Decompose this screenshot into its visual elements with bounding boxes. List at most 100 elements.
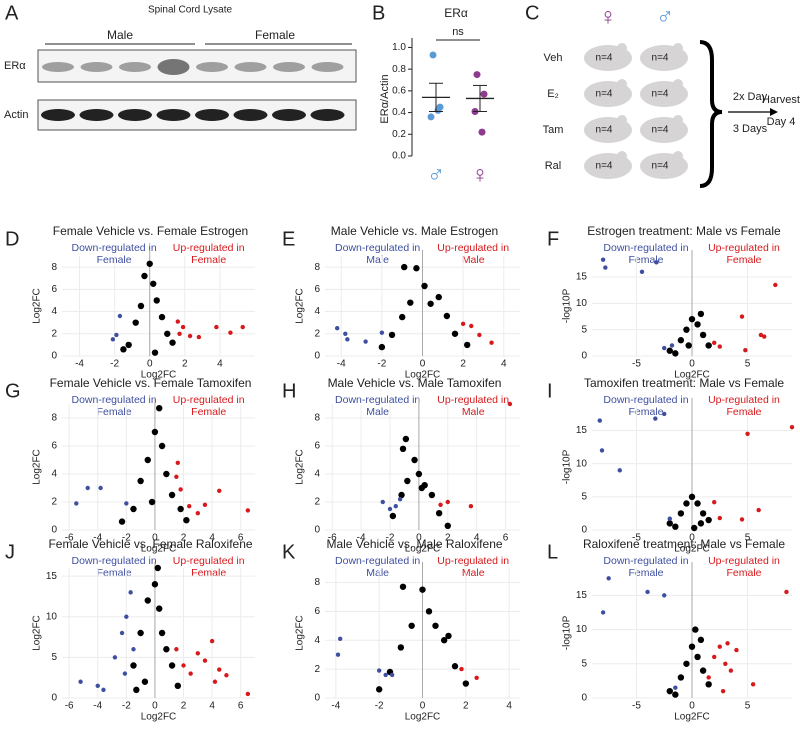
point	[154, 564, 161, 572]
point	[187, 504, 192, 509]
down-label: Down-regulated in	[72, 242, 157, 254]
x-tick-label: -5	[632, 701, 641, 712]
point	[177, 505, 184, 513]
point	[245, 508, 251, 513]
point	[673, 685, 678, 690]
point	[688, 643, 696, 650]
point	[151, 428, 159, 436]
down-label: Down-regulated in	[72, 555, 157, 567]
group-label: Male	[107, 28, 133, 42]
point	[669, 343, 675, 348]
y-tick-label: 2	[314, 664, 320, 675]
point	[137, 629, 144, 637]
group-row-label: Ral	[545, 160, 562, 172]
point	[712, 499, 717, 505]
point	[212, 679, 218, 684]
point	[654, 260, 659, 265]
point	[376, 668, 382, 673]
point	[240, 324, 245, 330]
y-tick-label: 6	[314, 606, 320, 617]
group-row-label: E₂	[547, 88, 559, 100]
band	[118, 109, 152, 121]
up-label: Up-regulated in	[708, 555, 780, 567]
point	[118, 518, 126, 525]
point	[599, 448, 605, 453]
point	[178, 487, 183, 492]
down-label: Female	[628, 406, 663, 418]
mouse-ear	[617, 115, 627, 125]
band	[80, 62, 113, 72]
outcome: Day 4	[767, 116, 796, 128]
band	[195, 109, 229, 121]
x-tick-label: -2	[375, 701, 384, 712]
bands	[41, 59, 345, 121]
point	[130, 505, 137, 513]
point	[202, 658, 208, 663]
mouse-ear	[673, 115, 683, 125]
down-label: Down-regulated in	[72, 394, 157, 406]
x-tick-label: -2	[386, 533, 395, 544]
point	[677, 674, 685, 681]
point	[697, 520, 705, 527]
x-tick-label: 6	[238, 533, 244, 544]
y-tick-label: 0	[581, 693, 587, 704]
point	[728, 668, 734, 673]
point	[389, 672, 395, 678]
point	[399, 445, 407, 452]
point	[363, 339, 368, 344]
y-tick-label: 8	[51, 413, 57, 424]
chart-title: Estrogen treatment: Male vs Female	[587, 224, 781, 238]
y-tick-label: 2	[51, 497, 57, 508]
point	[345, 337, 350, 342]
up-label: Up-regulated in	[437, 242, 509, 254]
row-label: Actin	[4, 109, 28, 121]
y-tick-label: 0	[51, 351, 57, 362]
panel-letter: K	[282, 541, 296, 563]
point	[477, 332, 482, 338]
y-tick-label: 6	[314, 441, 320, 452]
x-tick-label: 0	[689, 359, 695, 370]
point	[114, 332, 119, 338]
down-label: Male	[366, 254, 389, 266]
band	[157, 59, 190, 75]
point	[175, 460, 180, 465]
point	[645, 589, 650, 595]
x-tick-label: -4	[331, 701, 340, 712]
point	[337, 636, 343, 641]
x-tick-label: -4	[357, 533, 366, 544]
panel-letter: B	[372, 2, 385, 24]
point	[445, 499, 450, 505]
point	[399, 583, 407, 590]
group-row-label: Tam	[543, 124, 564, 136]
point	[124, 501, 129, 506]
schedule: 3 Days	[733, 123, 768, 135]
category-label: ♂	[427, 161, 445, 188]
point	[408, 622, 415, 629]
point	[245, 691, 251, 697]
point	[180, 324, 186, 330]
down-label: Male	[366, 406, 389, 418]
y-tick-label: 0.0	[392, 151, 406, 162]
point	[209, 638, 215, 644]
point	[380, 499, 385, 505]
x-tick-label: 2	[181, 533, 187, 544]
point	[169, 339, 176, 346]
y-tick-label: 6	[51, 441, 57, 452]
point	[432, 622, 439, 629]
point	[144, 597, 151, 604]
point	[694, 653, 701, 661]
up-label: Male	[462, 567, 485, 579]
y-tick-label: 4	[51, 306, 57, 317]
point	[435, 293, 442, 301]
point	[743, 348, 748, 353]
n-label: n=4	[652, 125, 669, 136]
design-grid: Veh n=4 n=4 E₂ n=4 n=4 Tam n=4 n=4 Ral n=4 n=4	[543, 43, 688, 179]
x-tick-label: -4	[93, 701, 102, 712]
point	[451, 330, 459, 337]
point	[141, 272, 148, 280]
x-axis-label: Log2FC	[405, 370, 441, 381]
band	[42, 62, 74, 72]
point	[415, 470, 423, 478]
mouse-ear	[617, 79, 627, 89]
